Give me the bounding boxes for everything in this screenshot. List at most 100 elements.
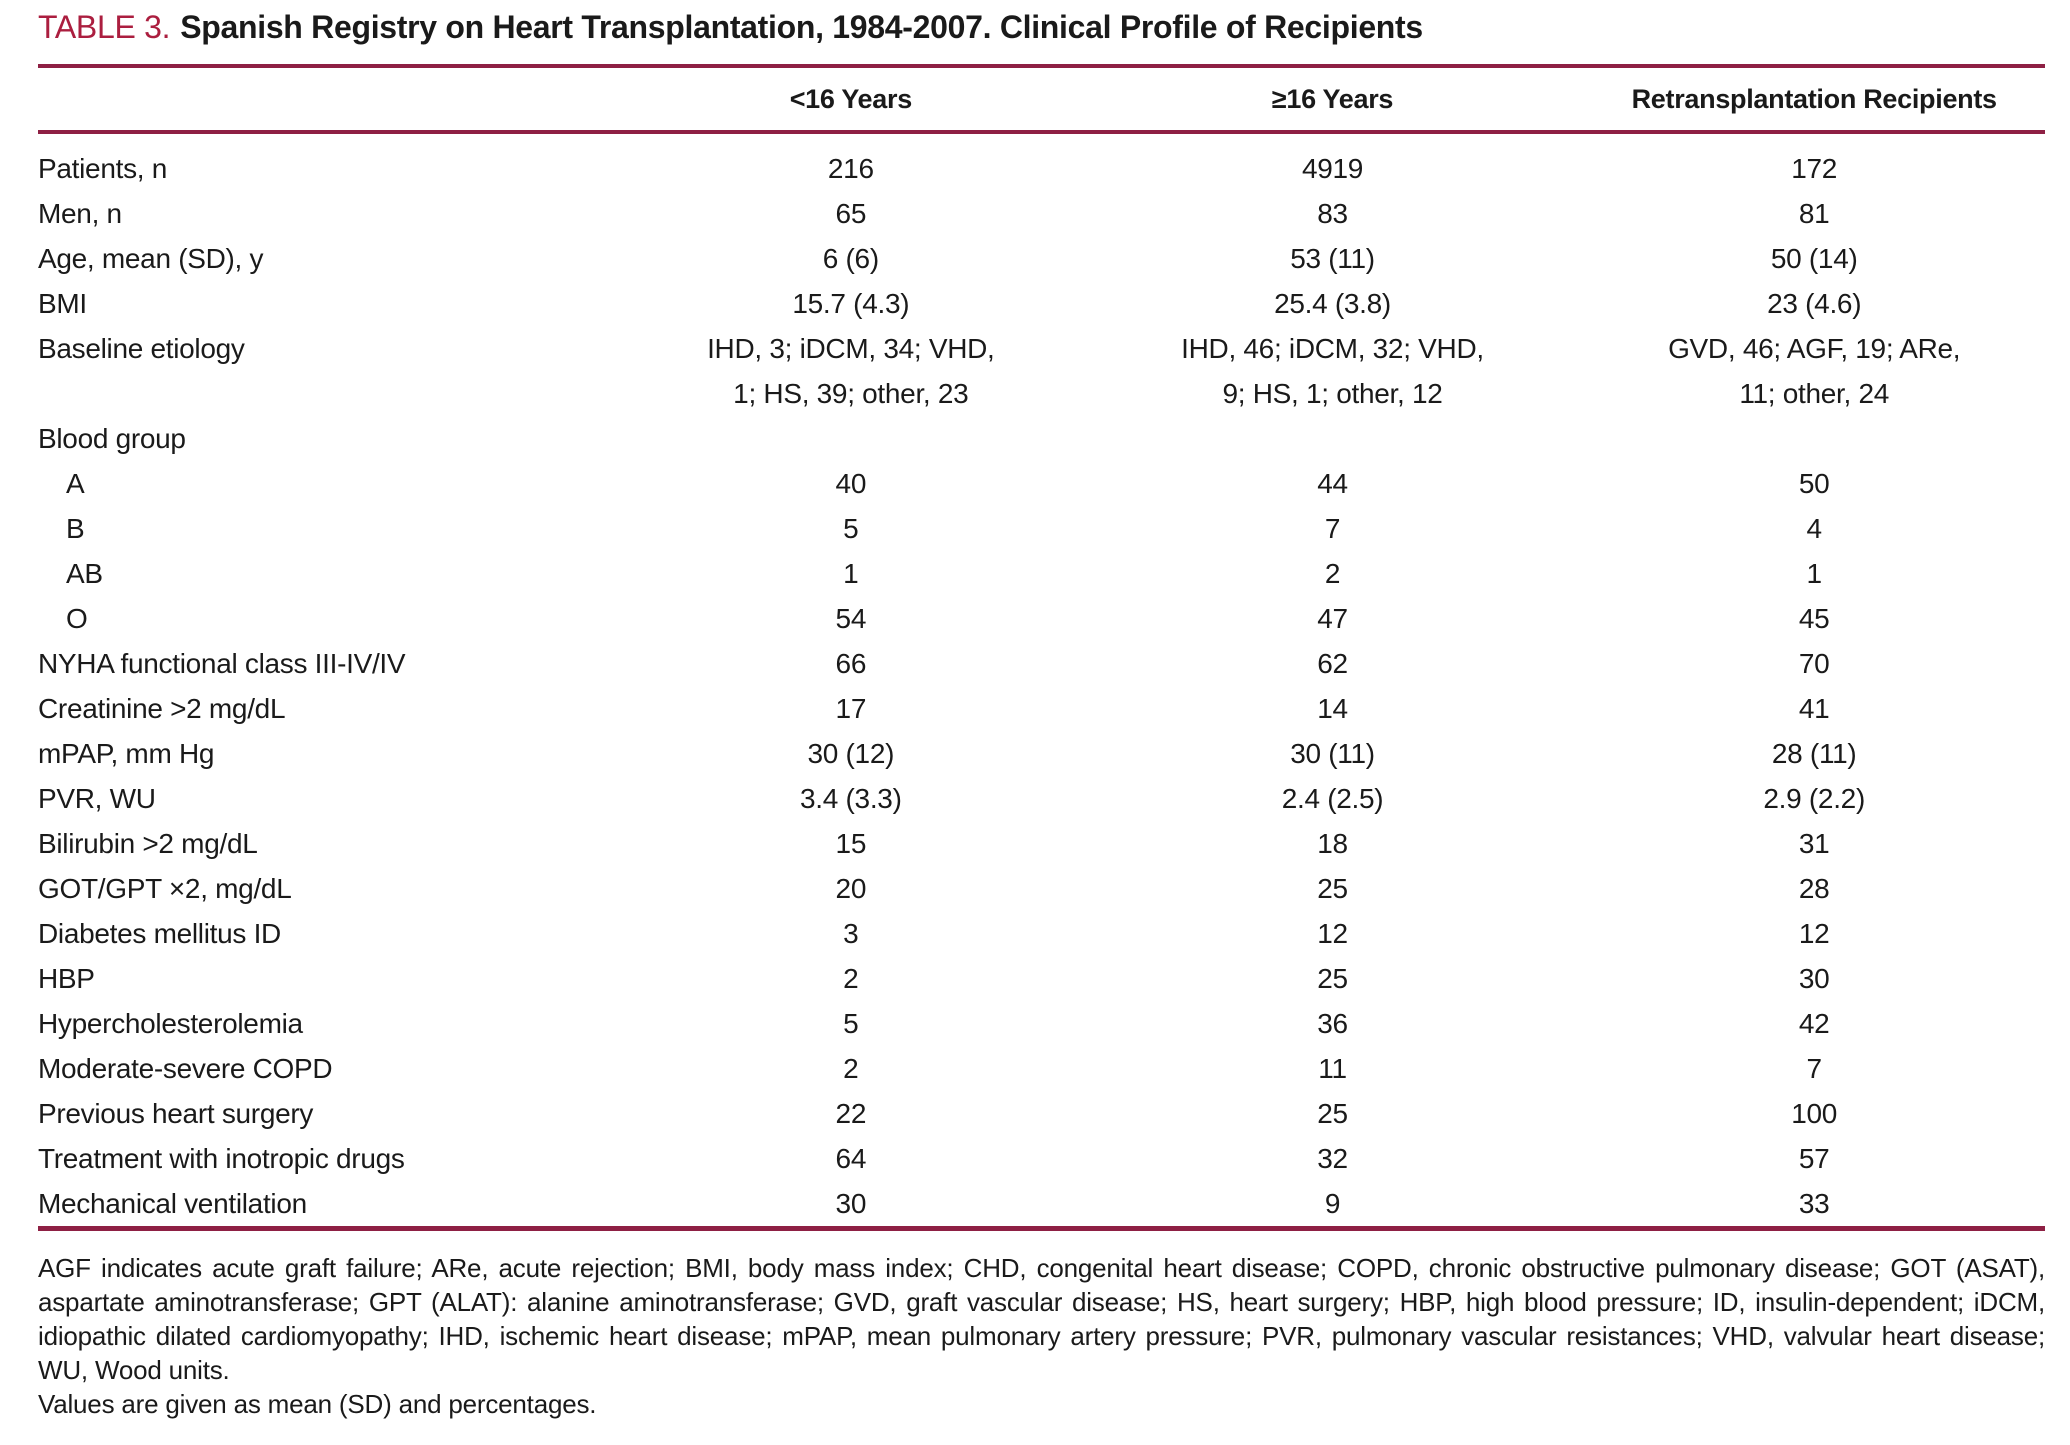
cell-value: IHD, 46; iDCM, 32; VHD, 9; HS, 1; other,… <box>1181 333 1484 409</box>
row-label: Moderate-severe COPD <box>38 1053 333 1084</box>
cell-value: 4919 <box>1301 153 1364 184</box>
table-row: Mechanical ventilation 30 9 33 <box>38 1181 2045 1229</box>
table-row: GOT/GPT ×2, mg/dL 20 25 28 <box>38 866 2045 911</box>
table-row: Age, mean (SD), y 6 (6) 53 (11) 50 (14) <box>38 236 2045 281</box>
row-label: Treatment with inotropic drugs <box>38 1143 405 1174</box>
cell-value: 7 <box>1806 1053 1823 1084</box>
row-label: Baseline etiology <box>38 333 245 364</box>
cell-value: 70 <box>1798 648 1830 679</box>
row-label: B <box>66 513 85 544</box>
cell-value: 33 <box>1798 1188 1830 1219</box>
header-cell-under16: <16 Years <box>789 83 913 114</box>
cell-value: 83 <box>1317 198 1348 229</box>
row-label: Patients, n <box>38 153 168 184</box>
cell-value: 65 <box>835 198 867 229</box>
cell-value: 28 <box>1798 873 1830 904</box>
row-label: HBP <box>38 963 95 994</box>
table-row: Diabetes mellitus ID 3 12 12 <box>38 911 2045 956</box>
header-row: <16 Years ≥16 Years Retransplantation Re… <box>38 66 2045 132</box>
cell-value: 1 <box>1806 558 1823 589</box>
cell-value: 30 <box>1798 963 1830 994</box>
table-row: PVR, WU 3.4 (3.3) 2.4 (2.5) 2.9 (2.2) <box>38 776 2045 821</box>
cell-value: 44 <box>1317 468 1348 499</box>
cell-value: 25 <box>1317 873 1348 904</box>
header-cell-empty <box>38 66 620 132</box>
table-body: Patients, n 216 4919 172 Men, n 65 83 81 Age, me… <box>38 132 2045 1229</box>
cell-value: 11 <box>1318 1053 1347 1084</box>
data-table: <16 Years ≥16 Years Retransplantation Re… <box>38 64 2045 1231</box>
row-label: BMI <box>38 288 87 319</box>
cell-value: 50 (14) <box>1770 243 1858 274</box>
footnotes: AGF indicates acute graft failure; ARe, … <box>38 1251 2045 1421</box>
cell-value: GVD, 46; AGF, 19; ARe, 11; other, 24 <box>1668 333 1961 409</box>
cell-value: 31 <box>1798 828 1830 859</box>
cell-value: 1 <box>843 558 859 589</box>
cell-value: 5 <box>843 513 859 544</box>
cell-value: 50 <box>1798 468 1830 499</box>
cell-value: 62 <box>1317 648 1348 679</box>
table-row: Creatinine >2 mg/dL 17 14 41 <box>38 686 2045 731</box>
cell-value: 25.4 (3.8) <box>1274 288 1391 319</box>
cell-value: 25 <box>1317 963 1348 994</box>
cell-value <box>620 416 1082 461</box>
row-label: GOT/GPT ×2, mg/dL <box>38 873 292 904</box>
cell-value: 20 <box>835 873 867 904</box>
cell-value: 2 <box>843 1053 859 1084</box>
table-row: Patients, n 216 4919 172 <box>38 132 2045 191</box>
cell-value: 66 <box>835 648 867 679</box>
cell-value: 9 <box>1324 1188 1341 1219</box>
table-caption: Spanish Registry on Heart Transplantatio… <box>180 9 1423 45</box>
row-label: Hypercholesterolemia <box>38 1008 303 1039</box>
table-row: Hypercholesterolemia 5 36 42 <box>38 1001 2045 1046</box>
row-label: AB <box>66 558 103 589</box>
row-label: Blood group <box>38 423 186 454</box>
table-row: HBP 2 25 30 <box>38 956 2045 1001</box>
cell-value: 172 <box>1791 153 1838 184</box>
cell-value: 7 <box>1324 513 1341 544</box>
row-label: NYHA functional class III-IV/IV <box>38 648 406 679</box>
cell-value: 57 <box>1798 1143 1830 1174</box>
cell-value: 47 <box>1317 603 1348 634</box>
row-label: Men, n <box>38 198 122 229</box>
table-row: B 5 7 4 <box>38 506 2045 551</box>
cell-value: IHD, 3; iDCM, 34; VHD, 1; HS, 39; other,… <box>707 333 995 409</box>
cell-value: 25 <box>1317 1098 1348 1129</box>
row-label: O <box>66 603 88 634</box>
header-cell-over16: ≥16 Years <box>1271 83 1394 114</box>
cell-value: 2.4 (2.5) <box>1281 783 1384 814</box>
cell-value: 30 (11) <box>1290 738 1375 769</box>
header-cell-retransplant: Retransplantation Recipients <box>1631 83 1997 114</box>
table-row: AB 1 2 1 <box>38 551 2045 596</box>
table-row: NYHA functional class III-IV/IV 66 62 70 <box>38 641 2045 686</box>
table-title: TABLE 3. Spanish Registry on Heart Transp… <box>38 8 2045 46</box>
cell-value: 23 (4.6) <box>1767 288 1862 319</box>
cell-value: 3 <box>843 918 859 949</box>
cell-value: 14 <box>1317 693 1348 724</box>
row-label: Age, mean (SD), y <box>38 243 264 274</box>
row-label: Previous heart surgery <box>38 1098 314 1129</box>
cell-value: 30 <box>835 1188 867 1219</box>
cell-value: 216 <box>827 153 874 184</box>
cell-value: 42 <box>1798 1008 1830 1039</box>
cell-value <box>1583 416 2045 461</box>
table-row: Bilirubin >2 mg/dL 15 18 31 <box>38 821 2045 866</box>
row-label: Bilirubin >2 mg/dL <box>38 828 258 859</box>
cell-value: 2 <box>843 963 859 994</box>
table-row: Baseline etiology IHD, 3; iDCM, 34; VHD, … <box>38 326 2045 416</box>
cell-value: 41 <box>1798 693 1830 724</box>
table-row: mPAP, mm Hg 30 (12) 30 (11) 28 (11) <box>38 731 2045 776</box>
table-row: Moderate-severe COPD 2 11 7 <box>38 1046 2045 1091</box>
cell-value: 12 <box>1317 918 1348 949</box>
cell-value: 6 (6) <box>822 243 879 274</box>
cell-value: 40 <box>835 468 867 499</box>
footnote-values-note: Values are given as mean (SD) and percen… <box>38 1389 597 1419</box>
table-row: Treatment with inotropic drugs 64 32 57 <box>38 1136 2045 1181</box>
cell-value: 100 <box>1791 1098 1838 1129</box>
cell-value: 2.9 (2.2) <box>1763 783 1865 814</box>
table-row: O 54 47 45 <box>38 596 2045 641</box>
cell-value: 4 <box>1806 513 1823 544</box>
table-number-label: TABLE 3. <box>38 9 171 45</box>
cell-value: 64 <box>835 1143 867 1174</box>
cell-value: 53 (11) <box>1290 243 1375 274</box>
table-row: Blood group <box>38 416 2045 461</box>
